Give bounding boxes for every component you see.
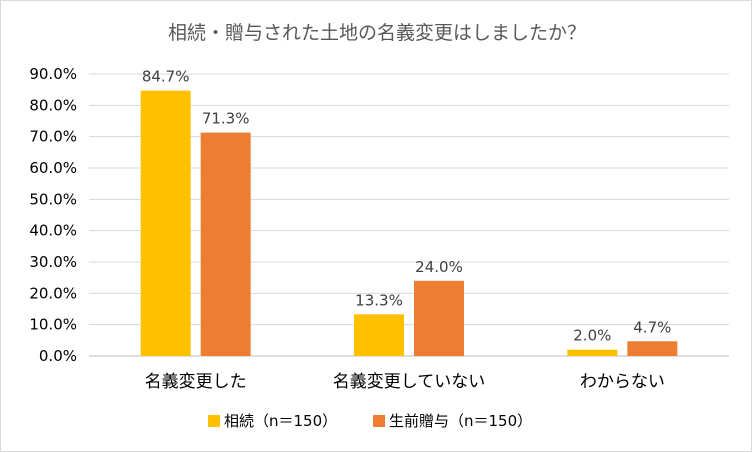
data-label: 4.7%: [633, 318, 671, 336]
bar-seizen-zouyo-1: [414, 280, 464, 356]
data-label: 84.7%: [142, 68, 190, 86]
bar-souzoku-1: [354, 314, 404, 356]
y-tick-label: 60.0%: [29, 159, 77, 177]
legend-swatch: [208, 415, 220, 427]
category-label: 名義変更していない: [333, 372, 486, 392]
gridlines: [89, 73, 729, 357]
bar-seizen-zouyo-0: [200, 132, 251, 356]
y-tick-label: 20.0%: [29, 284, 77, 302]
category-label: 名義変更した: [145, 372, 247, 392]
y-tick-label: 70.0%: [29, 128, 77, 146]
bars: [140, 90, 678, 357]
x-axis-categories: 名義変更した 名義変更していない わからない: [145, 372, 665, 392]
legend-entry: 相続（n＝150）: [224, 412, 337, 430]
bar-souzoku-2: [567, 349, 618, 356]
bar-seizen-zouyo-2: [627, 341, 678, 356]
legend-swatch: [373, 415, 385, 427]
data-labels: 84.7% 71.3% 13.3% 24.0% 2.0% 4.7%: [142, 68, 672, 345]
legend-entry: 生前贈与（n＝150）: [389, 412, 532, 430]
y-tick-label: 50.0%: [29, 190, 77, 208]
data-label: 2.0%: [573, 327, 611, 345]
y-tick-label: 90.0%: [29, 65, 77, 83]
data-label: 71.3%: [202, 110, 250, 128]
category-label: わからない: [580, 372, 665, 392]
data-label: 24.0%: [415, 258, 463, 276]
y-tick-label: 80.0%: [29, 96, 77, 114]
legend: 相続（n＝150） 生前贈与（n＝150）: [208, 412, 532, 430]
y-tick-label: 0.0%: [39, 347, 77, 365]
y-tick-label: 10.0%: [29, 316, 77, 334]
chart-title: 相続・贈与された土地の名義変更はしましたか？: [168, 22, 586, 44]
y-axis-ticks: 0.0% 10.0% 20.0% 30.0% 40.0% 50.0% 60.0% 70.0% 8…: [29, 65, 77, 365]
bar-souzoku-0: [140, 90, 191, 357]
y-tick-label: 40.0%: [29, 222, 77, 240]
data-label: 13.3%: [355, 291, 403, 309]
y-tick-label: 30.0%: [29, 253, 77, 271]
